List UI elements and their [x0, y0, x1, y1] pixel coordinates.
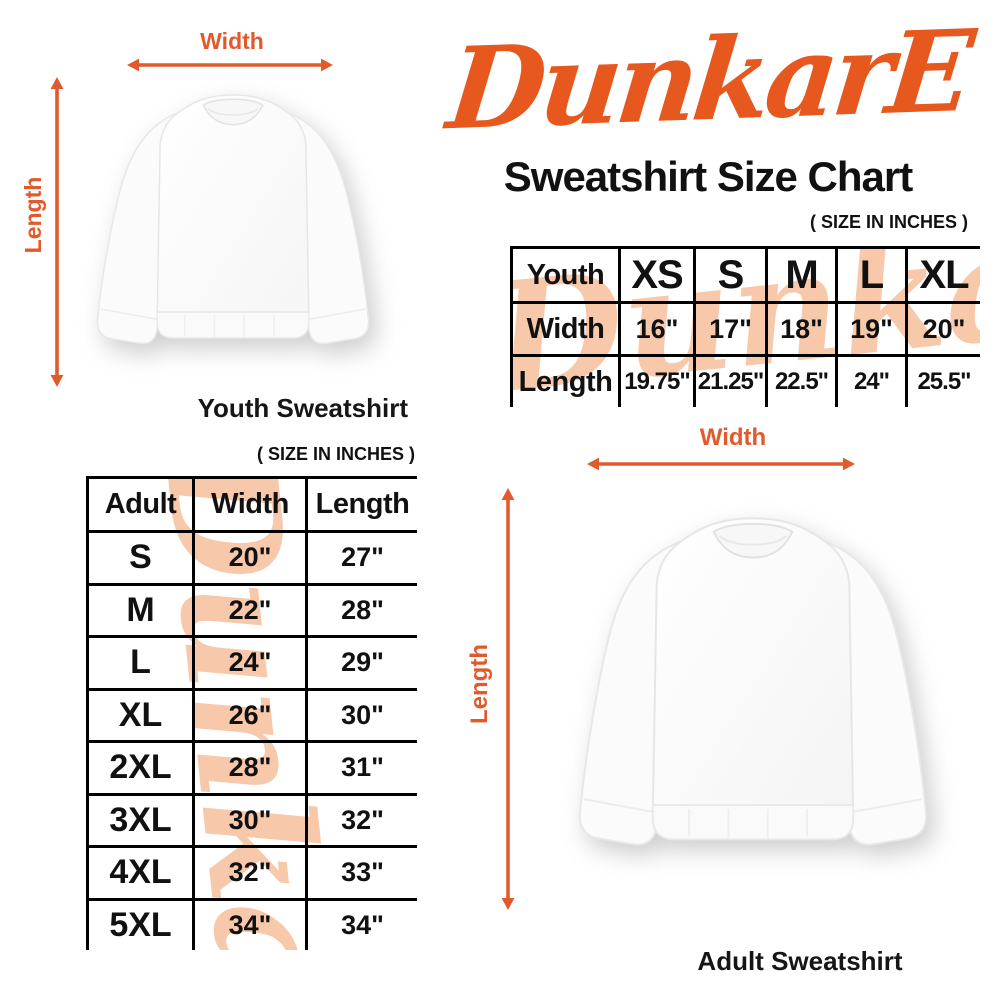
youth-size-table-region: Dunkare Youth XS S M L XL Width 16" 17" … [510, 246, 980, 407]
youth-size-col: XS [618, 246, 696, 304]
value-cell: 16" [618, 301, 696, 357]
value-cell: 24" [835, 354, 908, 407]
page-title: Sweatshirt Size Chart [503, 153, 913, 200]
adult-length-arrow [501, 488, 515, 910]
adult-size-row: 2XL 28" 31" [86, 740, 417, 796]
value-cell: 28" [305, 582, 417, 638]
youth-size-note: ( SIZE IN INCHES ) [809, 212, 968, 232]
value-cell: 32" [192, 845, 308, 901]
value-cell: 30" [305, 687, 417, 743]
adult-length-label: Length [466, 644, 493, 724]
value-cell: 19.75" [618, 354, 696, 407]
adult-size-row: 3XL 30" 32" [86, 792, 417, 848]
value-cell: 31" [305, 740, 417, 796]
value-cell: 21.25" [693, 354, 768, 407]
youth-width-arrow [127, 58, 333, 72]
adult-size-table-region: Dunkare Adult Width Length S 20" 27" M 2… [86, 476, 417, 950]
value-cell: 22.5" [765, 354, 838, 407]
value-cell: 29" [305, 635, 417, 691]
value-cell: 22" [192, 582, 308, 638]
youth-sweatshirt-caption: Youth Sweatshirt [197, 393, 408, 423]
size-cell: 2XL [86, 740, 195, 796]
value-cell: 32" [305, 792, 417, 848]
value-cell: 28" [192, 740, 308, 796]
adult-size-row: M 22" 28" [86, 582, 417, 638]
adult-sweatshirt-caption: Adult Sweatshirt [697, 946, 903, 976]
youth-size-col: XL [905, 246, 980, 304]
youth-table-header-row: Youth XS S M L XL [510, 246, 980, 304]
youth-length-label: Length [20, 176, 46, 254]
youth-size-col: M [765, 246, 838, 304]
value-cell: 34" [192, 897, 308, 950]
adult-table-corner-cell: Adult [86, 476, 195, 533]
value-cell: 34" [305, 897, 417, 950]
value-cell: 25.5" [905, 354, 980, 407]
dunkare-logo: DunkarE [441, 5, 975, 156]
value-cell: 26" [192, 687, 308, 743]
value-cell: 17" [693, 301, 768, 357]
value-cell: 30" [192, 792, 308, 848]
youth-width-label: Width [200, 28, 264, 54]
size-cell: 3XL [86, 792, 195, 848]
size-cell: 4XL [86, 845, 195, 901]
adult-length-col: Length [305, 476, 417, 533]
adult-size-row: S 20" 27" [86, 530, 417, 586]
value-cell: 27" [305, 530, 417, 586]
row-label-cell: Length [510, 354, 621, 407]
adult-sweatshirt-image [578, 517, 928, 846]
value-cell: 24" [192, 635, 308, 691]
adult-size-table: Adult Width Length S 20" 27" M 22" 28" L… [86, 476, 417, 950]
value-cell: 20" [905, 301, 980, 357]
adult-width-col: Width [192, 476, 308, 533]
adult-table-header-row: Adult Width Length [86, 476, 417, 533]
adult-width-arrow [587, 457, 855, 471]
size-cell: M [86, 582, 195, 638]
youth-table-corner-cell: Youth [510, 246, 621, 304]
adult-size-row: L 24" 29" [86, 635, 417, 691]
row-label-cell: Width [510, 301, 621, 357]
youth-length-row: Length 19.75" 21.25" 22.5" 24" 25.5" [510, 354, 980, 407]
youth-size-table: Youth XS S M L XL Width 16" 17" 18" 19" … [510, 246, 980, 407]
youth-size-col: S [693, 246, 768, 304]
size-cell: 5XL [86, 897, 195, 950]
value-cell: 20" [192, 530, 308, 586]
youth-sweatshirt-image [96, 94, 370, 345]
adult-width-label: Width [699, 424, 767, 451]
adult-size-row: 5XL 34" 34" [86, 897, 417, 950]
youth-length-arrow [50, 77, 64, 387]
adult-size-row: XL 26" 30" [86, 687, 417, 743]
size-cell: XL [86, 687, 195, 743]
youth-size-col: L [835, 246, 908, 304]
value-cell: 19" [835, 301, 908, 357]
adult-size-row: 4XL 32" 33" [86, 845, 417, 901]
adult-size-note: ( SIZE IN INCHES ) [256, 444, 415, 464]
value-cell: 18" [765, 301, 838, 357]
size-cell: S [86, 530, 195, 586]
value-cell: 33" [305, 845, 417, 901]
youth-width-row: Width 16" 17" 18" 19" 20" [510, 301, 980, 357]
size-cell: L [86, 635, 195, 691]
